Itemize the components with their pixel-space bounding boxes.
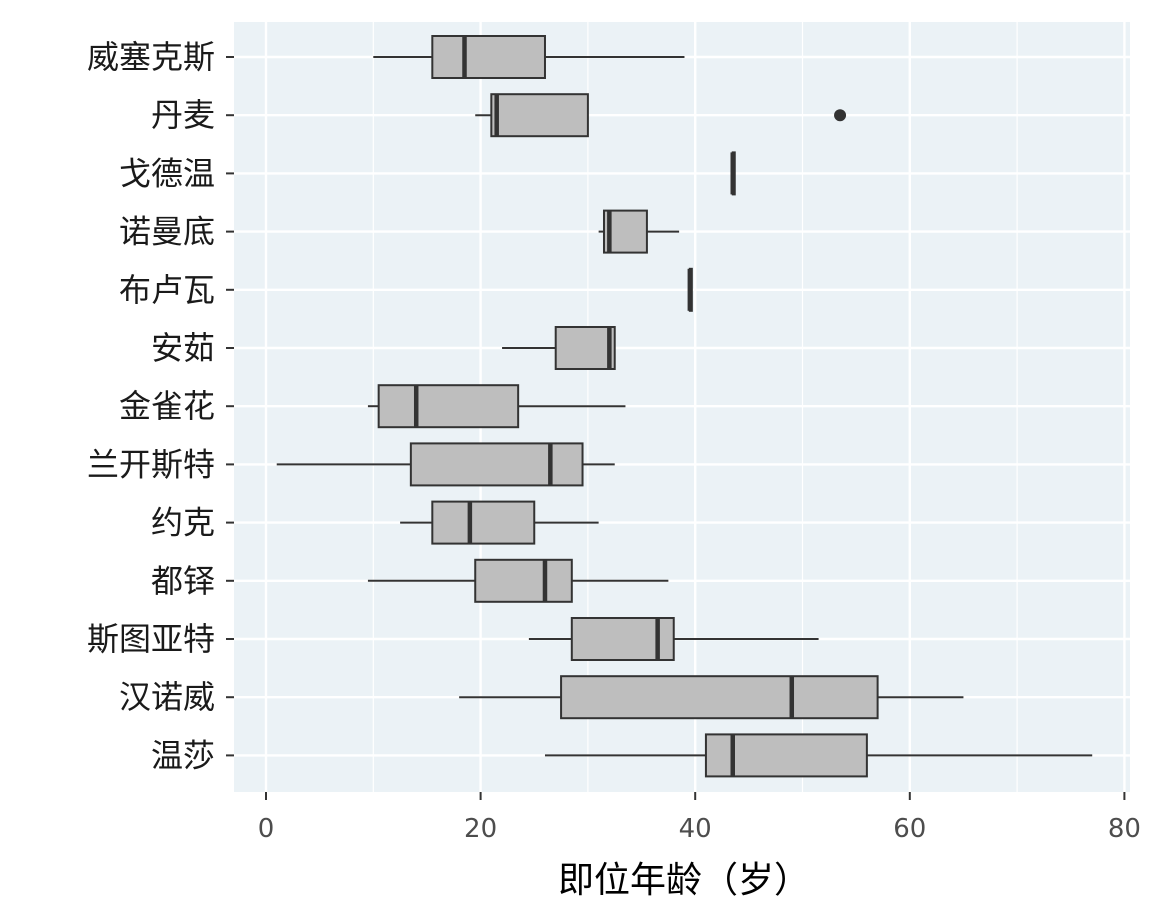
box-iqr bbox=[431, 500, 536, 545]
y-tick-label: 诺曼底 bbox=[119, 213, 215, 251]
box-iqr bbox=[560, 675, 879, 720]
y-tick-label: 斯图亚特 bbox=[87, 620, 215, 658]
y-tick-label: 汉诺威 bbox=[119, 678, 215, 716]
x-tick-label: 40 bbox=[679, 814, 712, 844]
y-tick-label: 都铎 bbox=[151, 562, 215, 600]
box-9 bbox=[400, 500, 599, 545]
box-5 bbox=[687, 267, 693, 312]
box-iqr bbox=[490, 93, 589, 138]
box-iqr bbox=[554, 326, 616, 370]
box-3 bbox=[730, 151, 736, 196]
y-tick-label: 兰开斯特 bbox=[87, 445, 215, 483]
x-tick-label: 80 bbox=[1108, 814, 1141, 844]
y-tick-label: 戈德温 bbox=[119, 154, 215, 192]
box-iqr bbox=[431, 35, 546, 79]
box-10 bbox=[367, 558, 669, 603]
box-4 bbox=[598, 209, 680, 254]
box-series bbox=[276, 35, 1093, 778]
box-iqr bbox=[409, 442, 584, 487]
y-tick-label: 威塞克斯 bbox=[87, 38, 215, 76]
y-tick-label: 约克 bbox=[151, 504, 215, 542]
box-iqr bbox=[704, 733, 868, 778]
box-7 bbox=[367, 384, 626, 429]
box-8 bbox=[276, 442, 615, 487]
y-tick-label: 安茹 bbox=[151, 329, 215, 367]
y-tick-label: 金雀花 bbox=[119, 387, 215, 425]
box-13 bbox=[544, 733, 1093, 778]
box-2 bbox=[475, 93, 847, 138]
box-11 bbox=[528, 617, 819, 661]
box-iqr bbox=[377, 384, 520, 429]
y-tick-label: 布卢瓦 bbox=[119, 271, 215, 309]
outlier-point bbox=[834, 109, 847, 122]
x-tick-label: 60 bbox=[893, 814, 926, 844]
box-1 bbox=[373, 35, 685, 79]
x-axis-label: 即位年龄（岁） bbox=[558, 860, 810, 901]
box-iqr bbox=[474, 558, 573, 603]
x-axis: 0 20 40 60 80 bbox=[258, 792, 1141, 844]
x-tick-label: 20 bbox=[464, 814, 497, 844]
y-tick-label: 丹麦 bbox=[151, 96, 215, 134]
y-tick-label: 温莎 bbox=[151, 736, 215, 774]
x-tick-label: 0 bbox=[258, 814, 275, 844]
box-6 bbox=[502, 326, 616, 370]
box-12 bbox=[459, 675, 964, 720]
